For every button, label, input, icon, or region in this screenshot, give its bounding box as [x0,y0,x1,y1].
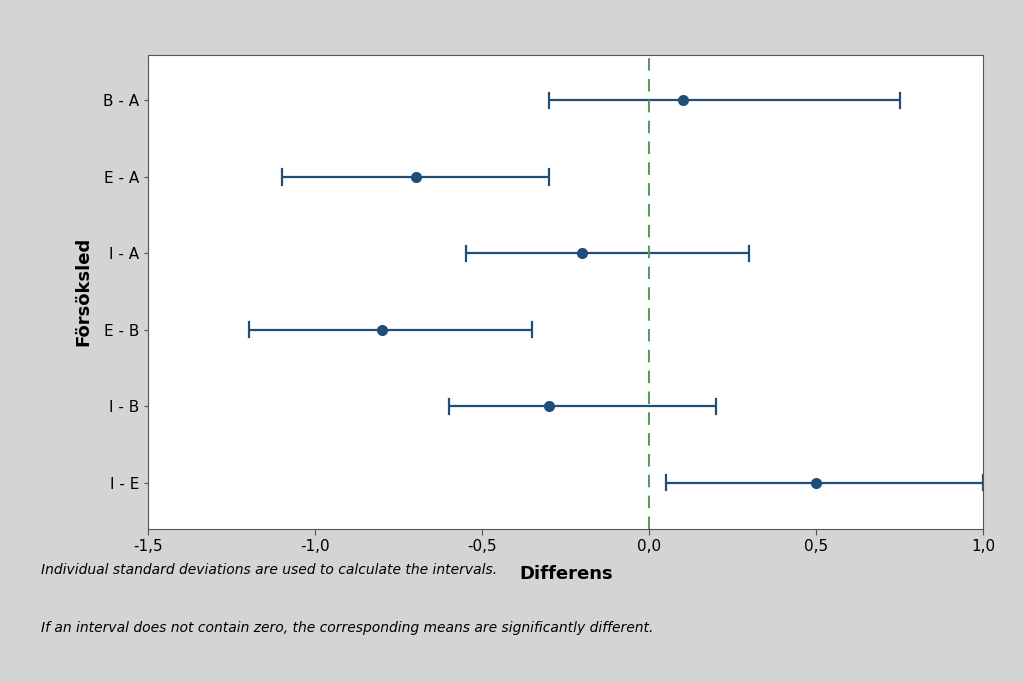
Text: Individual standard deviations are used to calculate the intervals.: Individual standard deviations are used … [41,563,497,577]
Text: If an interval does not contain zero, the corresponding means are significantly : If an interval does not contain zero, th… [41,621,653,635]
X-axis label: Differens: Differens [519,565,612,583]
Y-axis label: Försöksled: Försöksled [74,237,92,346]
